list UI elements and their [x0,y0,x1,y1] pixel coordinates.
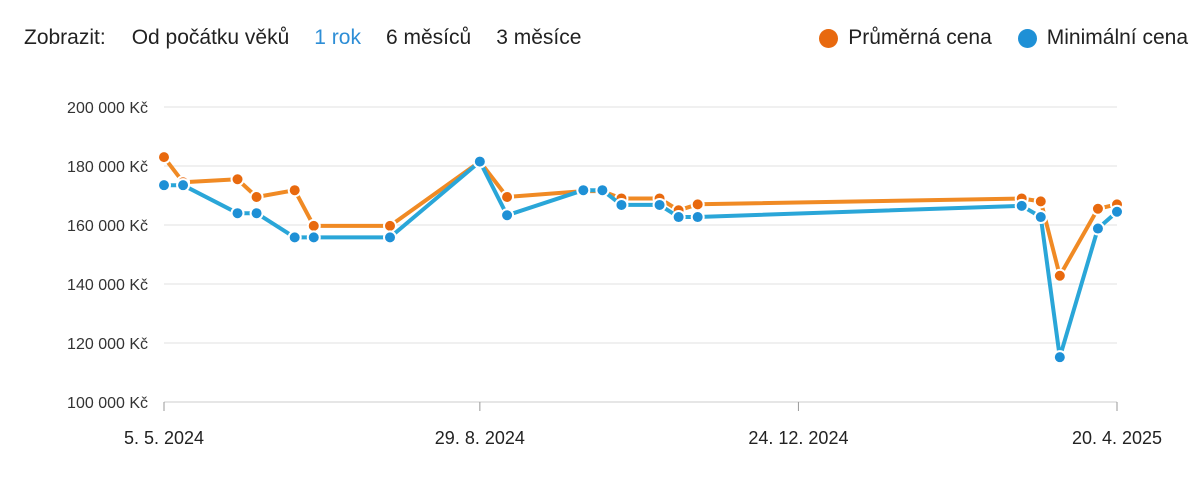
data-point [382,230,397,245]
y-tick-label: 160 000 Kč [67,218,148,235]
data-point [249,189,264,204]
data-point [230,172,245,187]
range-option-all-time[interactable]: Od počátku věků [131,26,290,49]
view-range-toolbar: Zobrazit: Od počátku věků 1 rok 6 měsíců… [24,22,606,54]
x-tick-label: 29. 8. 2024 [435,428,525,448]
average-price-dot-icon [819,28,839,48]
x-axis: 5. 5. 2024 29. 8. 2024 24. 12. 2024 20. 4. … [124,401,1162,448]
data-point [690,197,705,212]
data-point [1090,221,1105,236]
data-point [382,218,397,233]
series-minimum-price [157,154,1124,365]
series-line [162,159,1119,360]
data-point [1033,194,1048,209]
data-point [690,210,705,225]
data-point [500,189,515,204]
data-point [1110,204,1124,219]
data-point [500,208,515,223]
data-point [1052,268,1067,283]
data-point [614,197,629,212]
data-point [472,154,487,169]
data-point [287,230,302,245]
chart-legend: Průměrná cena Minimální cena [793,22,1188,54]
minimum-price-dot-icon [1017,28,1037,48]
data-point [287,183,302,198]
legend-label-average-price: Průměrná cena [848,26,992,49]
y-tick-label: 180 000 Kč [67,159,148,176]
data-point [249,206,264,221]
data-point [176,178,191,193]
data-point [576,183,591,198]
legend-label-minimum-price: Minimální cena [1046,26,1188,49]
series-layer [157,150,1124,365]
range-option-3-months[interactable]: 3 měsíce [496,26,582,49]
view-range-label: Zobrazit: [24,26,106,49]
legend-item-minimum-price[interactable]: Minimální cena [1017,26,1188,50]
data-point [1014,198,1029,213]
data-point [1052,350,1067,365]
y-axis-tick-labels: 100 000 Kč 120 000 Kč 140 000 Kč 160 000 Kč… [67,100,148,412]
data-point [230,206,245,221]
series-line [162,155,1119,278]
series-average-price [157,150,1124,283]
data-point [652,197,667,212]
data-point [1033,210,1048,225]
data-point [671,210,686,225]
range-option-6-months[interactable]: 6 měsíců [385,26,472,49]
legend-item-average-price[interactable]: Průměrná cena [819,26,992,50]
data-point [157,150,171,165]
y-tick-label: 200 000 Kč [67,100,148,117]
chart-grid [164,106,1117,344]
y-tick-label: 100 000 Kč [67,395,148,412]
x-tick-label: 20. 4. 2025 [1072,428,1162,448]
x-tick-label: 24. 12. 2024 [748,428,848,448]
data-point [306,218,321,233]
data-point [306,230,321,245]
data-point [1090,201,1105,216]
y-tick-label: 140 000 Kč [67,277,148,294]
data-point [595,183,610,198]
data-point [157,178,171,193]
x-tick-label: 5. 5. 2024 [124,428,204,448]
y-tick-label: 120 000 Kč [67,336,148,353]
range-option-1-year[interactable]: 1 rok [314,26,361,49]
